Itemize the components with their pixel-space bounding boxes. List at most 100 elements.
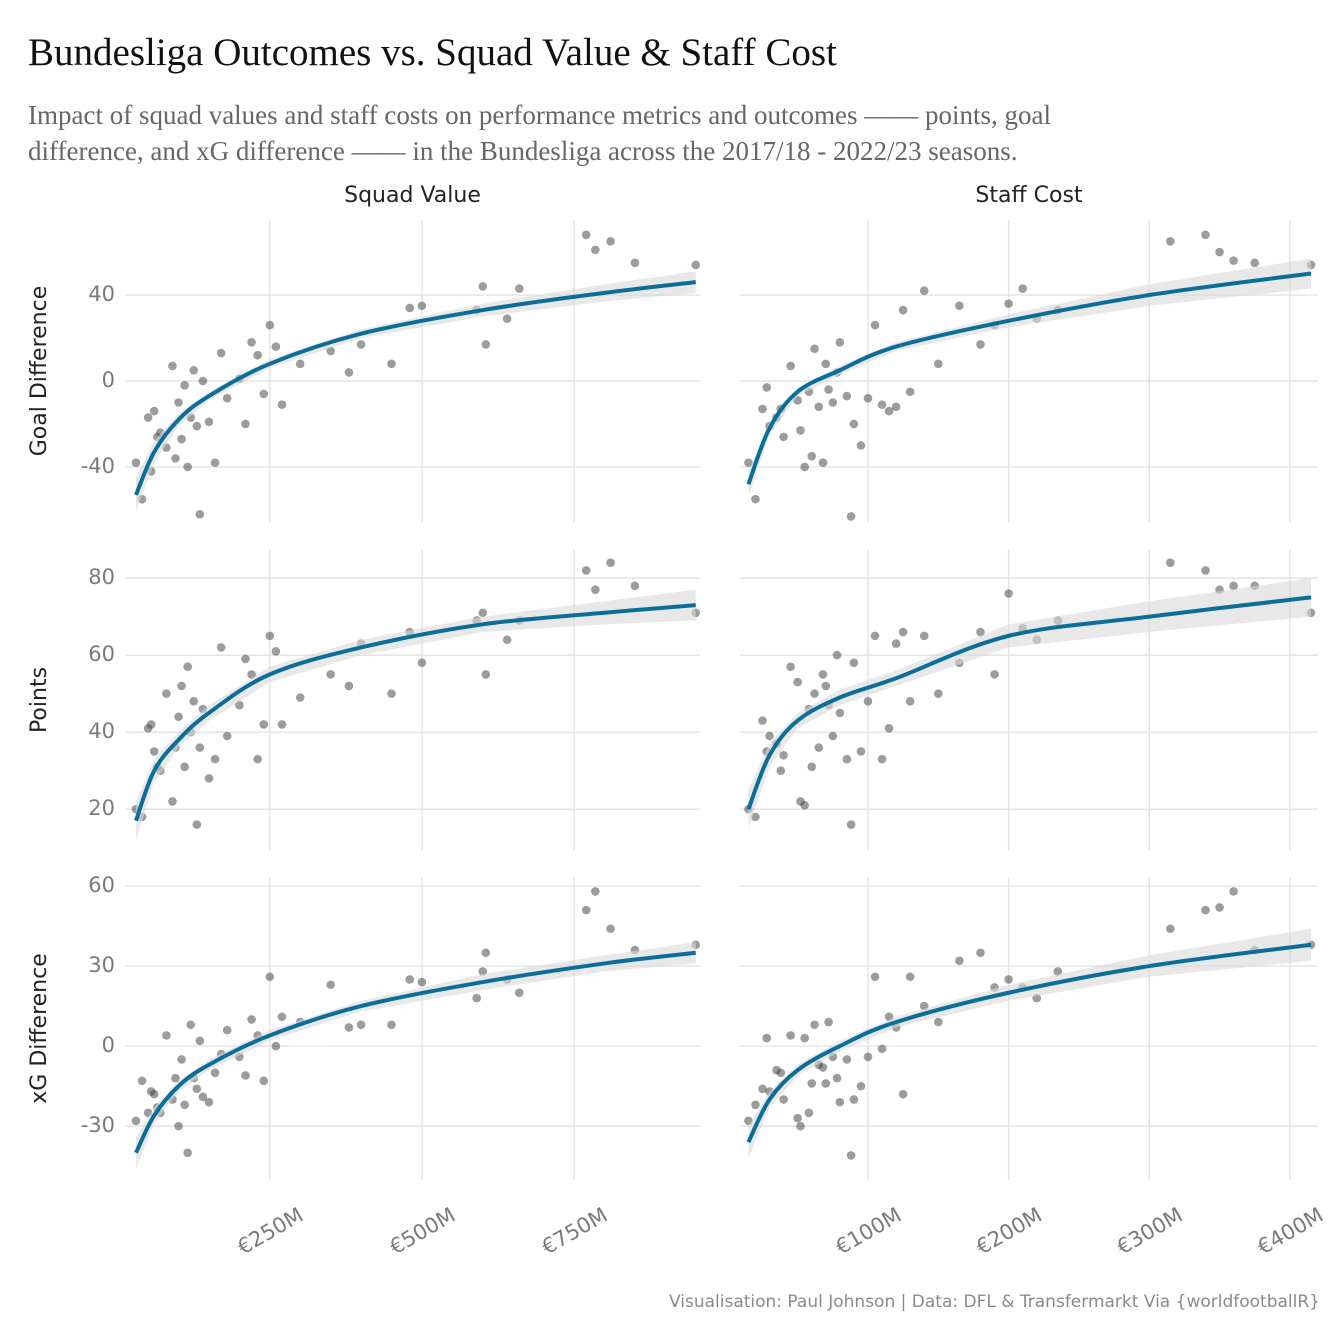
- point: [751, 494, 760, 504]
- point: [818, 458, 828, 467]
- point: [835, 338, 845, 347]
- point: [198, 376, 208, 386]
- point: [1004, 299, 1013, 308]
- point: [1166, 558, 1175, 568]
- point: [271, 646, 281, 656]
- point: [824, 1017, 833, 1027]
- point: [898, 627, 908, 637]
- confidence-band: [135, 942, 696, 1169]
- point: [591, 887, 600, 896]
- row-strip: Points: [27, 667, 52, 733]
- point: [786, 1031, 795, 1040]
- point: [189, 697, 199, 706]
- point: [195, 509, 205, 519]
- point: [277, 1012, 287, 1022]
- row-strip: Goal Difference: [27, 286, 52, 457]
- point: [765, 731, 774, 741]
- point: [149, 406, 159, 416]
- point: [804, 1108, 814, 1118]
- point: [591, 585, 600, 594]
- point: [863, 697, 873, 706]
- point: [478, 608, 488, 618]
- point: [905, 697, 915, 706]
- point: [265, 631, 275, 641]
- point: [933, 1017, 943, 1027]
- point: [204, 417, 214, 427]
- point: [204, 774, 214, 783]
- point: [800, 801, 809, 810]
- point: [183, 462, 192, 472]
- point: [344, 368, 354, 377]
- point: [779, 432, 788, 442]
- confidence-band: [135, 271, 696, 513]
- point: [177, 681, 186, 691]
- point: [180, 380, 189, 390]
- point: [1229, 887, 1238, 896]
- x-tick-label: €300M: [1113, 1203, 1187, 1260]
- point: [222, 393, 232, 403]
- point: [210, 458, 220, 467]
- point: [884, 724, 894, 733]
- point: [174, 1121, 183, 1131]
- title: Bundesliga Outcomes vs. Squad Value & St…: [28, 31, 837, 74]
- point: [835, 708, 845, 718]
- point: [241, 419, 250, 429]
- y-tick-label: 40: [88, 282, 115, 306]
- point: [919, 631, 929, 641]
- x-tick-label: €400M: [1253, 1203, 1327, 1260]
- point: [387, 689, 396, 698]
- column-strip: Staff Cost: [975, 183, 1083, 208]
- point: [195, 1036, 205, 1046]
- point: [835, 1097, 845, 1107]
- point: [814, 743, 824, 752]
- point: [581, 566, 591, 575]
- x-tick-label: €500M: [385, 1203, 459, 1260]
- point: [818, 1063, 828, 1072]
- point: [235, 700, 244, 710]
- point: [691, 260, 701, 270]
- chart: Squad Value Staff Cost Goal Difference Poin…: [27, 183, 1327, 1260]
- point: [891, 639, 901, 648]
- point: [222, 1025, 232, 1035]
- point: [856, 441, 866, 450]
- point: [174, 712, 183, 722]
- point: [198, 1092, 208, 1102]
- point: [846, 1151, 856, 1160]
- point: [295, 693, 305, 702]
- point: [387, 1020, 396, 1030]
- point: [180, 762, 189, 772]
- point: [387, 359, 396, 369]
- point: [405, 975, 415, 984]
- point: [180, 1100, 189, 1110]
- point: [295, 359, 305, 369]
- x-tick-label: €100M: [832, 1203, 906, 1260]
- point: [814, 402, 824, 412]
- subtitle-line: Impact of squad values and staff costs o…: [28, 100, 1051, 130]
- point: [810, 344, 819, 354]
- point: [828, 398, 838, 407]
- point: [149, 1089, 159, 1099]
- x-tick-label: €750M: [538, 1203, 612, 1260]
- point: [751, 812, 760, 822]
- point: [344, 681, 354, 691]
- point: [776, 766, 786, 775]
- point: [405, 303, 415, 313]
- y-tick-label: -40: [81, 454, 115, 478]
- point: [210, 1068, 220, 1078]
- point: [856, 747, 866, 756]
- point: [630, 258, 640, 268]
- point: [877, 400, 887, 409]
- point: [884, 406, 894, 416]
- point: [253, 350, 262, 360]
- point: [630, 581, 640, 591]
- point: [842, 1055, 852, 1064]
- subtitle-line: difference, and xG difference —— in the …: [28, 136, 1018, 166]
- point: [259, 720, 269, 729]
- point: [786, 361, 795, 371]
- point: [762, 383, 772, 392]
- point: [502, 635, 512, 645]
- point: [821, 359, 831, 369]
- point: [514, 988, 524, 998]
- point: [905, 972, 915, 982]
